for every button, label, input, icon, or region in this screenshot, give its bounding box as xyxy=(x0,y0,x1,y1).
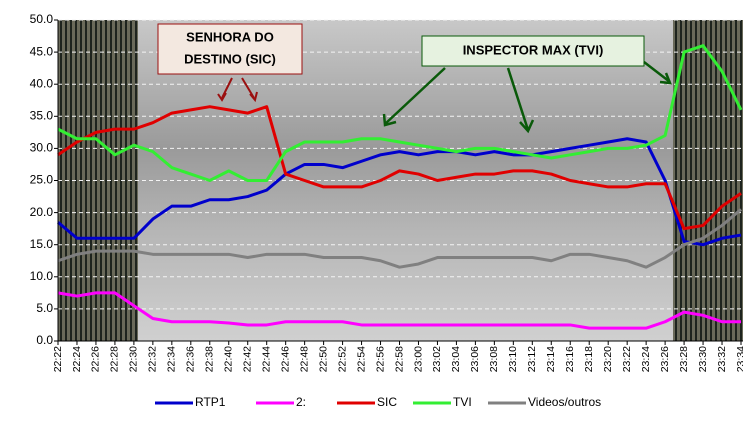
y-tick-label: 50.0 xyxy=(30,12,54,26)
y-tick-label: 20.0 xyxy=(30,205,54,219)
x-tick-label: 22:48 xyxy=(298,346,310,372)
legend-label: Videos/outros xyxy=(528,395,601,409)
x-tick-label: 22:36 xyxy=(185,346,197,372)
legend-label: TVI xyxy=(453,395,472,409)
x-tick-label: 22:30 xyxy=(128,346,140,372)
y-tick-label: 5.0 xyxy=(36,301,53,315)
y-tick-label: 10.0 xyxy=(30,269,54,283)
x-tick-label: 22:26 xyxy=(90,346,102,372)
y-tick-label: 15.0 xyxy=(30,237,54,251)
annotation-text: INSPECTOR MAX (TVI) xyxy=(463,42,604,57)
x-tick-label: 23:16 xyxy=(564,346,576,372)
x-tick-label: 23:02 xyxy=(431,346,443,372)
annotation-text: DESTINO (SIC) xyxy=(184,51,276,66)
x-tick-label: 22:28 xyxy=(109,346,121,372)
x-tick-label: 22:52 xyxy=(336,346,348,372)
x-tick-label: 23:26 xyxy=(659,346,671,372)
y-tick-label: 30.0 xyxy=(30,141,54,155)
x-tick-label: 23:10 xyxy=(507,346,519,372)
x-tick-label: 23:24 xyxy=(640,346,652,372)
x-tick-label: 22:42 xyxy=(242,346,254,372)
x-tick-label: 23:30 xyxy=(697,346,709,372)
x-tick-label: 22:50 xyxy=(317,346,329,372)
x-tick-label: 23:00 xyxy=(412,346,424,372)
x-tick-label: 22:46 xyxy=(279,346,291,372)
x-tick-label: 22:22 xyxy=(52,346,64,372)
legend-label: 2: xyxy=(296,395,306,409)
x-tick-label: 22:32 xyxy=(147,346,159,372)
x-tick-label: 23:28 xyxy=(678,346,690,372)
x-tick-label: 22:40 xyxy=(223,346,235,372)
x-tick-label: 22:24 xyxy=(71,346,83,372)
x-tick-label: 22:44 xyxy=(260,346,272,372)
x-tick-label: 22:54 xyxy=(355,346,367,372)
y-tick-label: 25.0 xyxy=(30,173,54,187)
x-tick-label: 22:38 xyxy=(204,346,216,372)
legend-label: RTP1 xyxy=(195,395,226,409)
x-tick-label: 22:56 xyxy=(374,346,386,372)
annotation-text: SENHORA DO xyxy=(186,29,274,44)
x-tick-label: 23:22 xyxy=(621,346,633,372)
x-tick-label: 23:12 xyxy=(526,346,538,372)
x-tick-label: 23:14 xyxy=(545,346,557,372)
x-tick-label: 23:18 xyxy=(583,346,595,372)
legend-label: SIC xyxy=(377,395,397,409)
x-tick-label: 22:34 xyxy=(166,346,178,372)
x-tick-label: 23:34 xyxy=(735,346,743,372)
y-tick-label: 0.0 xyxy=(36,333,53,347)
x-tick-label: 22:58 xyxy=(393,346,405,372)
y-tick-label: 45.0 xyxy=(30,44,54,58)
y-tick-label: 40.0 xyxy=(30,76,54,90)
x-tick-label: 23:08 xyxy=(488,346,500,372)
y-tick-label: 35.0 xyxy=(30,108,54,122)
x-tick-label: 23:32 xyxy=(716,346,728,372)
x-tick-label: 23:20 xyxy=(602,346,614,372)
chart: SENHORA DO DESTINO (SIC) INSPECTOR MAX (… xyxy=(0,0,743,434)
x-tick-label: 23:06 xyxy=(469,346,481,372)
x-tick-label: 23:04 xyxy=(450,346,462,372)
